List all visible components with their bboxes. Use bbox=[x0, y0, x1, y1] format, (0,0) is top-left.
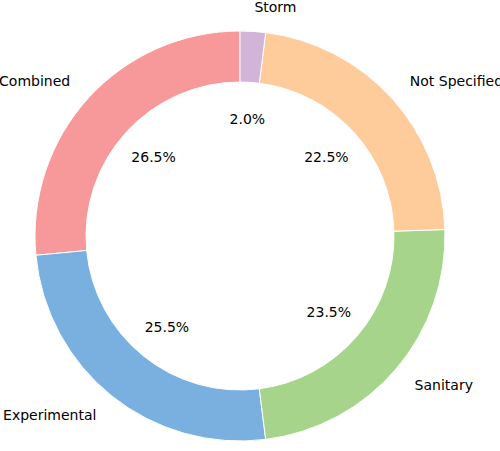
svg-text:26.5%: 26.5% bbox=[131, 149, 175, 165]
svg-text:23.5%: 23.5% bbox=[307, 304, 351, 320]
svg-text:Combined: Combined bbox=[8, 73, 70, 89]
svg-text:25.5%: 25.5% bbox=[145, 319, 189, 335]
svg-text:22.5%: 22.5% bbox=[304, 149, 348, 165]
svg-text:Not Specified: Not Specified bbox=[410, 73, 492, 89]
svg-text:Sanitary: Sanitary bbox=[415, 377, 473, 393]
svg-text:Experimental: Experimental bbox=[8, 407, 96, 423]
svg-text:2.0%: 2.0% bbox=[230, 111, 266, 127]
svg-text:Storm: Storm bbox=[254, 0, 296, 15]
